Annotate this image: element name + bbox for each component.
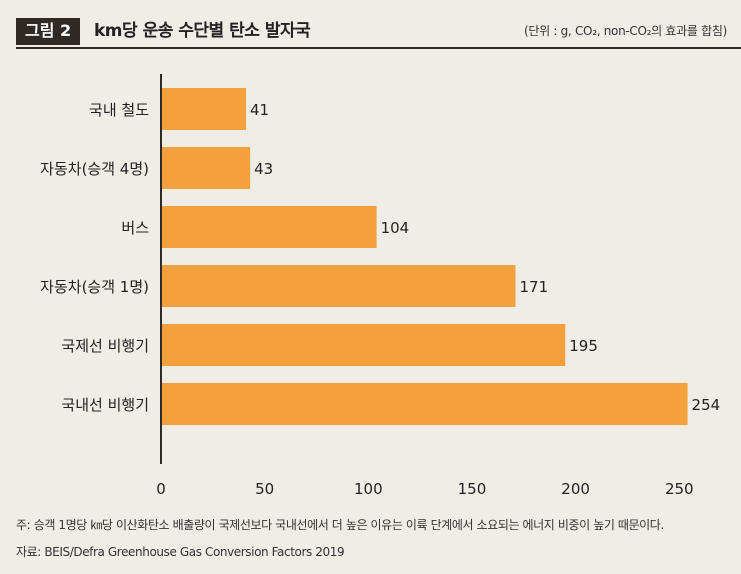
bar-chart: 국내 철도 41 자동차(승객 4명) 43 버스 104 자동차(승객 1명) 171 국제선… [40,74,721,498]
data-label: 41 [250,101,269,119]
data-label: 104 [381,219,410,237]
data-label: 43 [254,160,273,178]
x-tick-label: 100 [354,480,383,498]
category-label: 국제선 비행기 [61,337,149,355]
data-label: 171 [519,278,548,296]
x-tick-label: 200 [561,480,590,498]
x-tick-label: 50 [255,480,274,498]
bar [161,206,377,248]
title-rule [16,47,741,49]
category-label: 버스 [121,219,149,237]
bar [161,147,251,189]
footnote: 주: 승객 1명당 ㎞당 이산화탄소 배출량이 국제선보다 국내선에서 더 높은… [16,518,664,532]
unit-note: (단위 : g, CO₂, non-CO₂의 효과를 합침) [523,24,727,38]
chart-title: km당 운송 수단별 탄소 발자국 [94,21,311,41]
bar [161,324,566,366]
source-note: 자료: BEIS/Defra Greenhouse Gas Conversion… [16,545,345,559]
bar [161,383,688,425]
x-tick-label: 150 [458,480,487,498]
category-label: 자동차(승객 1명) [40,278,149,296]
bar [161,265,516,307]
category-label: 국내 철도 [89,101,149,119]
x-tick-label: 250 [665,480,694,498]
data-label: 254 [692,396,721,414]
x-tick-label: 0 [156,480,166,498]
data-label: 195 [569,337,598,355]
bar [161,88,246,130]
category-label: 자동차(승객 4명) [40,160,149,178]
category-label: 국내선 비행기 [61,396,149,414]
figure-number-badge: 그림 2 [16,18,81,45]
